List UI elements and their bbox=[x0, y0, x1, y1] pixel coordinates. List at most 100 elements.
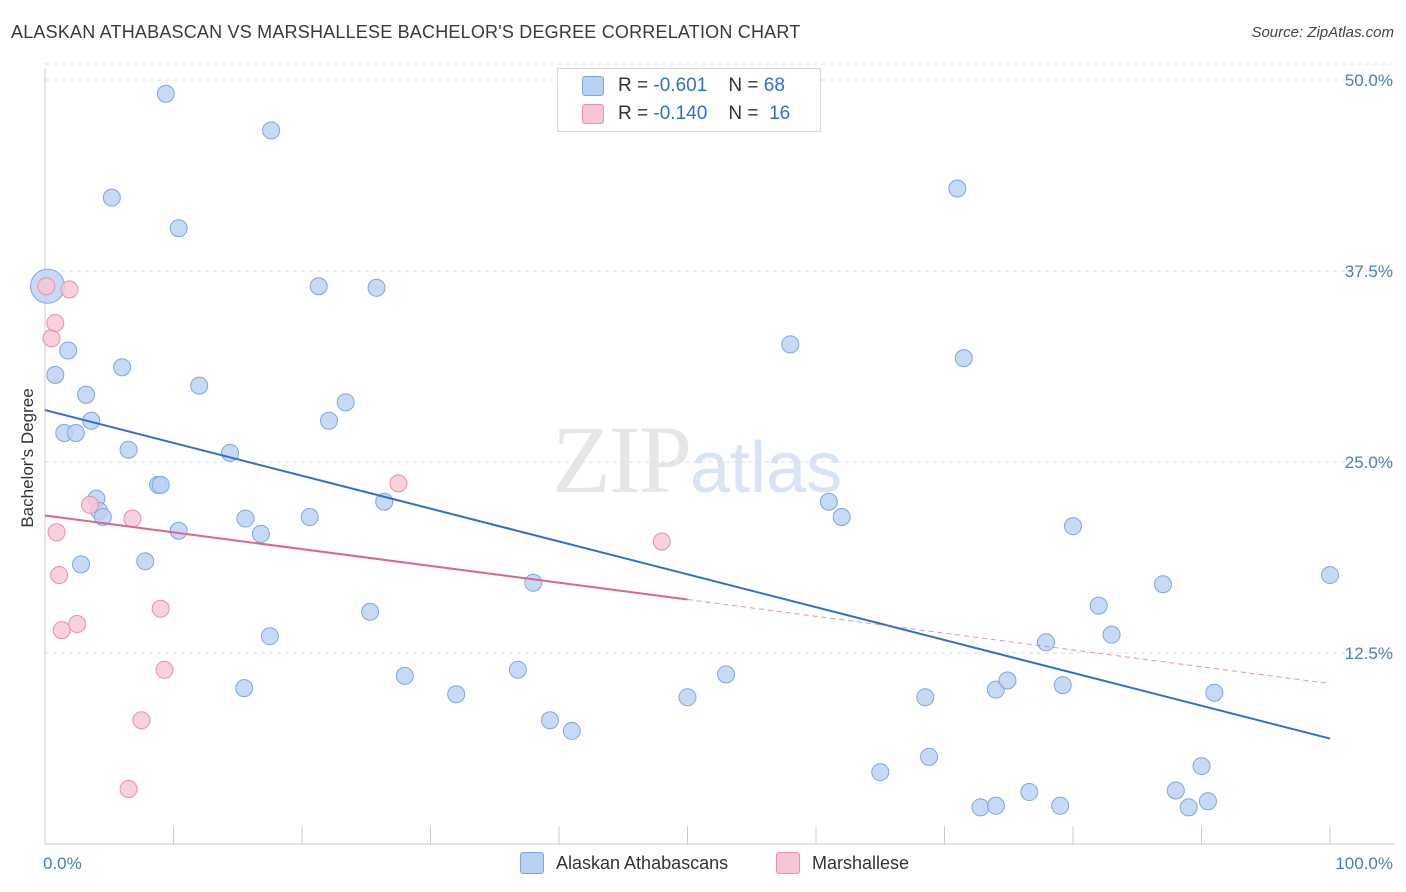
marshallese-point bbox=[52, 621, 71, 640]
athabascan-point bbox=[113, 358, 132, 377]
marshallese-point bbox=[389, 474, 408, 493]
athabascan-point bbox=[871, 763, 890, 782]
athabascan-point bbox=[1051, 796, 1070, 815]
athabascan-point bbox=[508, 660, 527, 679]
athabascan-point bbox=[336, 393, 355, 412]
athabascan-point bbox=[59, 341, 78, 360]
marshallese-point bbox=[123, 509, 142, 528]
legend-swatch-blue bbox=[582, 76, 604, 96]
marshallese-point bbox=[119, 779, 138, 798]
athabascan-point bbox=[1179, 798, 1198, 817]
chart-title: ALASKAN ATHABASCAN VS MARSHALLESE BACHEL… bbox=[11, 22, 801, 42]
athabascan-point bbox=[236, 509, 255, 528]
marshallese-point bbox=[37, 277, 56, 296]
athabascan-point bbox=[46, 365, 65, 384]
legend-n-label: N = bbox=[728, 75, 759, 96]
athabascan-point bbox=[781, 335, 800, 354]
athabascan-point bbox=[678, 688, 697, 707]
athabascan-point bbox=[71, 555, 90, 574]
watermark-atlas: atlas bbox=[690, 428, 843, 508]
athabascan-point bbox=[717, 665, 736, 684]
athabascan-point bbox=[948, 179, 967, 198]
athabascan-point bbox=[66, 423, 85, 442]
athabascan-point bbox=[562, 721, 581, 740]
legend-n-value: 68 bbox=[763, 75, 785, 96]
athabascan-point bbox=[1053, 676, 1072, 695]
legend-row-marshallese: R = -0.140 N = 16 bbox=[582, 102, 790, 126]
athabascan-point bbox=[916, 688, 935, 707]
marshallese-trend-line bbox=[44, 514, 688, 601]
athabascan-point bbox=[1321, 566, 1339, 585]
athabascan-point bbox=[1205, 683, 1224, 702]
marshallese-point bbox=[80, 495, 99, 514]
athabascan-point bbox=[319, 411, 338, 430]
legend-r-value: -0.601 bbox=[653, 75, 708, 96]
bottom-legend-label: Marshallese bbox=[812, 852, 910, 873]
marshallese-point bbox=[132, 711, 151, 730]
athabascan-point bbox=[1192, 757, 1211, 776]
athabascan-point bbox=[262, 121, 281, 140]
athabascan-point bbox=[151, 475, 170, 494]
athabascan-point bbox=[1064, 517, 1082, 536]
athabascan-point bbox=[361, 602, 380, 621]
legend-n-label: N = bbox=[728, 103, 759, 124]
athabascan-point bbox=[1089, 596, 1108, 615]
athabascan-point bbox=[1102, 625, 1121, 644]
athabascan-point bbox=[541, 711, 560, 730]
bottom-legend-swatch-blue bbox=[520, 852, 544, 874]
bottom-legend-marshallese: Marshallese bbox=[776, 852, 909, 874]
legend-r-value: -0.140 bbox=[653, 103, 708, 124]
x-tick-label: 100.0% bbox=[1335, 854, 1393, 873]
legend-r-label: R = bbox=[618, 103, 649, 124]
athabascan-point bbox=[77, 385, 96, 404]
legend-row-athabascan: R = -0.601 N = 68 bbox=[582, 74, 785, 98]
watermark-zip: ZIP bbox=[552, 406, 692, 513]
athabascan-point bbox=[1020, 783, 1039, 802]
athabascan-point bbox=[235, 679, 254, 698]
athabascan-point bbox=[395, 666, 414, 685]
athabascan-point bbox=[169, 219, 188, 238]
marshallese-point bbox=[155, 660, 174, 679]
athabascan-point bbox=[156, 84, 175, 103]
athabascan-point bbox=[309, 277, 328, 296]
athabascan-point bbox=[136, 552, 155, 571]
y-tick-label: 37.5% bbox=[1345, 262, 1393, 281]
marshallese-point bbox=[47, 523, 66, 542]
bottom-legend: Alaskan Athabascans Marshallese bbox=[0, 852, 1406, 878]
athabascan-point bbox=[119, 440, 138, 459]
athabascan-trend-line bbox=[44, 409, 1331, 740]
athabascan-point bbox=[1037, 633, 1056, 652]
athabascan-point bbox=[832, 508, 851, 527]
athabascan-point bbox=[524, 573, 543, 592]
bottom-legend-label: Alaskan Athabascans bbox=[556, 852, 729, 873]
y-tick-label: 12.5% bbox=[1345, 644, 1393, 663]
watermark: ZIPatlas bbox=[552, 404, 842, 515]
y-tick-label: 25.0% bbox=[1345, 453, 1393, 472]
athabascan-point bbox=[260, 627, 279, 646]
bottom-legend-swatch-pink bbox=[776, 852, 800, 874]
marshallese-point bbox=[151, 599, 170, 618]
athabascan-point bbox=[82, 411, 101, 430]
athabascan-point bbox=[300, 508, 319, 527]
marshallese-point bbox=[50, 566, 69, 585]
athabascan-point bbox=[1153, 575, 1172, 594]
athabascan-point bbox=[920, 747, 939, 766]
marshallese-point bbox=[60, 280, 79, 299]
legend: R = -0.601 N = 68 R = -0.140 N = 16 bbox=[557, 68, 821, 132]
x-tick-label: 0.0% bbox=[43, 854, 82, 873]
athabascan-point bbox=[367, 278, 386, 297]
bottom-legend-athabascans: Alaskan Athabascans bbox=[520, 852, 728, 874]
marshallese-trend-extension bbox=[687, 599, 1331, 685]
legend-swatch-pink bbox=[582, 104, 604, 124]
athabascan-point bbox=[998, 671, 1017, 690]
source-credit: Source: ZipAtlas.com bbox=[1251, 24, 1394, 41]
athabascan-point bbox=[447, 685, 466, 704]
athabascan-point bbox=[102, 188, 121, 207]
athabascan-point bbox=[986, 796, 1005, 815]
marshallese-point bbox=[652, 532, 671, 551]
athabascan-point bbox=[190, 376, 209, 395]
y-axis-label: Bachelor's Degree bbox=[18, 388, 37, 527]
athabascan-point bbox=[93, 508, 112, 527]
legend-n-value: 16 bbox=[769, 103, 791, 124]
